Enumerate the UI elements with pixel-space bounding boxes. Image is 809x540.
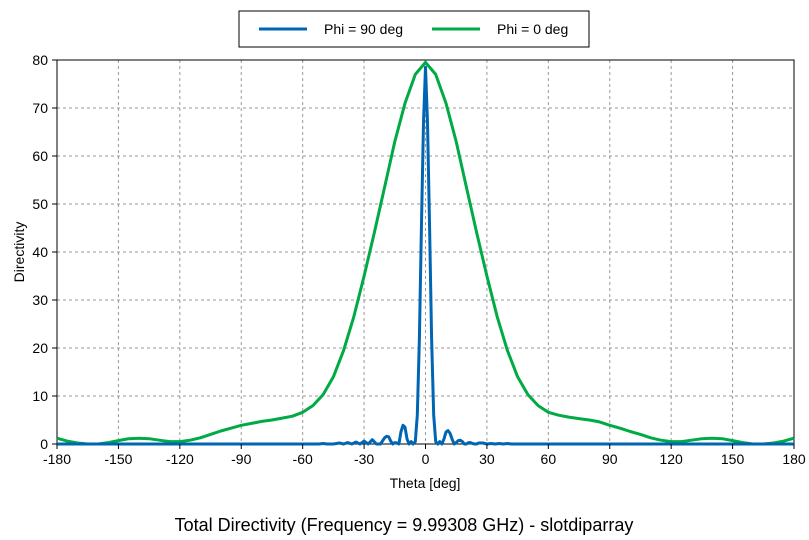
y-tick-label: 0 [40,436,48,452]
x-tick-label: 180 [782,451,806,467]
legend: Phi = 90 deg Phi = 0 deg [238,10,590,48]
x-tick-label: -120 [166,451,194,467]
x-axis-title: Theta [deg] [390,475,461,491]
y-tick-label: 10 [32,388,48,404]
x-tick-label: -30 [354,451,374,467]
grid-lines [57,60,794,444]
chart-title: Total Directivity (Frequency = 9.99308 G… [175,515,634,535]
x-tick-label: -90 [231,451,251,467]
y-tick-label: 30 [32,292,48,308]
y-tick-label: 20 [32,340,48,356]
x-tick-label: -150 [104,451,132,467]
y-tick-labels: 0 10 20 30 40 50 60 70 80 [32,52,57,452]
x-tick-label: 60 [541,451,557,467]
series-line-phi-90 [57,65,794,446]
x-tick-labels: -180 -150 -120 -90 -60 -30 0 30 60 90 120 150 180 [43,444,806,467]
series-line-phi-0 [56,60,795,446]
x-tick-label: 150 [721,451,745,467]
x-tick-label: 120 [659,451,683,467]
legend-label-phi-0: Phi = 0 deg [497,21,568,37]
x-tick-label: 0 [422,451,430,467]
y-tick-label: 50 [32,196,48,212]
y-tick-label: 80 [32,52,48,68]
y-axis-title: Directivity [11,222,27,283]
x-tick-label: -60 [293,451,313,467]
x-tick-label: 90 [602,451,618,467]
legend-label-phi-90: Phi = 90 deg [324,21,403,37]
y-tick-label: 70 [32,100,48,116]
x-tick-label: -180 [43,451,71,467]
x-tick-label: 30 [479,451,495,467]
series-layer [56,60,795,446]
y-tick-label: 40 [32,244,48,260]
y-tick-label: 60 [32,148,48,164]
